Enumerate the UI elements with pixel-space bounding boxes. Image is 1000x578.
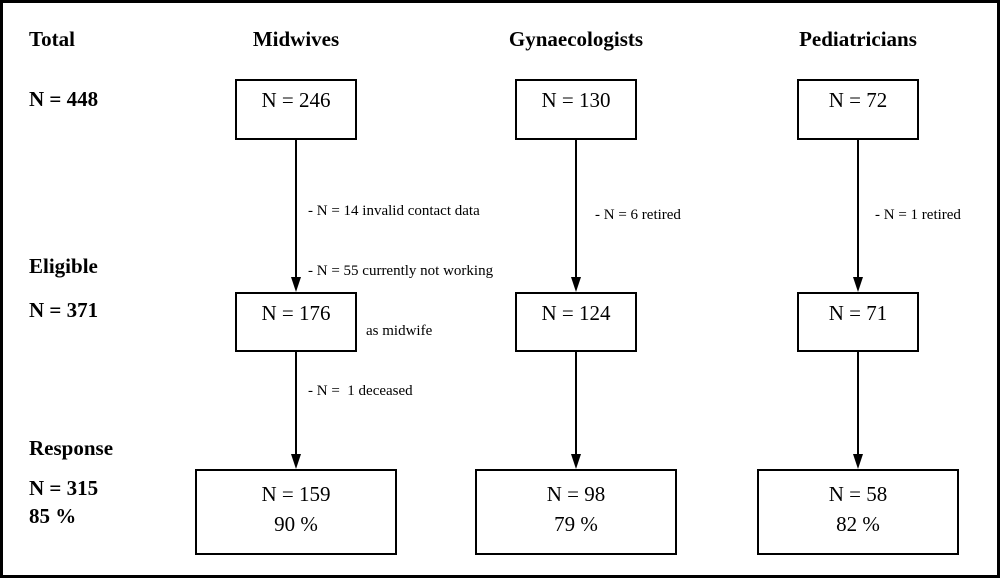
response-box-pediatricians-n: N = 58	[828, 482, 888, 506]
response-box-gynaecologists: N = 98 79 %	[475, 469, 677, 555]
column-header-midwives: Midwives	[252, 27, 340, 51]
stage-header-total: Total	[29, 27, 75, 51]
total-box-midwives-value: N = 246	[261, 88, 331, 112]
response-box-gynaecologists-n: N = 98	[546, 482, 606, 506]
eligible-box-midwives-value: N = 176	[261, 301, 331, 325]
arrowhead-gynaecologists-total-eligible	[571, 277, 581, 292]
stage-response-n: N = 315	[29, 476, 99, 500]
response-box-midwives-pct: 90 %	[274, 512, 318, 536]
total-box-gynaecologists-value: N = 130	[541, 88, 611, 112]
total-box-gynaecologists: N = 130	[515, 79, 637, 140]
total-box-midwives: N = 246	[235, 79, 357, 140]
exclusion-line: - N = 6 retired	[595, 207, 681, 223]
stage-total-n: N = 448	[29, 87, 99, 111]
eligible-box-pediatricians-value: N = 71	[828, 301, 888, 325]
flow-line-pediatricians-total-eligible	[857, 140, 859, 279]
stage-response-pct: 85 %	[29, 504, 77, 528]
arrowhead-pediatricians-total-eligible	[853, 277, 863, 292]
exclusion-note-midwives: - N = 14 invalid contact data - N = 55 c…	[308, 161, 493, 441]
flow-line-gynaecologists-eligible-response	[575, 352, 577, 456]
exclusion-line: - N = 55 currently not working	[308, 263, 494, 279]
exclusion-line: - N = 1 retired	[875, 207, 961, 223]
total-box-pediatricians-value: N = 72	[828, 88, 888, 112]
stage-header-response: Response	[29, 436, 114, 460]
response-box-pediatricians-pct: 82 %	[836, 512, 880, 536]
response-box-pediatricians: N = 58 82 %	[757, 469, 959, 555]
arrowhead-midwives-eligible-response	[291, 454, 301, 469]
column-header-gynaecologists: Gynaecologists	[508, 27, 644, 51]
stage-eligible-n: N = 371	[29, 298, 99, 322]
arrowhead-midwives-total-eligible	[291, 277, 301, 292]
eligible-box-gynaecologists: N = 124	[515, 292, 637, 352]
stage-header-eligible: Eligible	[29, 254, 98, 278]
flow-line-pediatricians-eligible-response	[857, 352, 859, 456]
arrowhead-pediatricians-eligible-response	[853, 454, 863, 469]
flow-line-midwives-total-eligible	[295, 140, 297, 279]
eligible-box-pediatricians: N = 71	[797, 292, 919, 352]
flow-line-midwives-eligible-response	[295, 352, 297, 456]
response-box-gynaecologists-pct: 79 %	[554, 512, 598, 536]
flow-line-gynaecologists-total-eligible	[575, 140, 577, 279]
eligible-box-midwives: N = 176	[235, 292, 357, 352]
total-box-pediatricians: N = 72	[797, 79, 919, 140]
eligible-box-gynaecologists-value: N = 124	[541, 301, 611, 325]
response-box-midwives-n: N = 159	[261, 482, 331, 506]
exclusion-line: - N = 14 invalid contact data	[308, 203, 480, 219]
response-box-midwives: N = 159 90 %	[195, 469, 397, 555]
exclusion-line: as midwife	[366, 323, 433, 339]
column-header-pediatricians: Pediatricians	[799, 27, 917, 51]
arrowhead-gynaecologists-eligible-response	[571, 454, 581, 469]
exclusion-line: - N = 1 deceased	[308, 383, 413, 399]
exclusion-note-pediatricians: - N = 1 retired	[875, 165, 961, 265]
exclusion-note-gynaecologists: - N = 6 retired	[595, 165, 681, 265]
